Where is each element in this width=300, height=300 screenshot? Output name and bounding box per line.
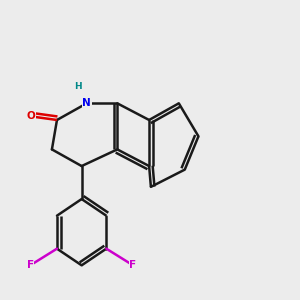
Text: H: H bbox=[75, 82, 82, 91]
Text: N: N bbox=[82, 98, 91, 108]
Text: F: F bbox=[27, 260, 34, 270]
Text: F: F bbox=[130, 260, 136, 270]
Text: O: O bbox=[27, 111, 35, 122]
